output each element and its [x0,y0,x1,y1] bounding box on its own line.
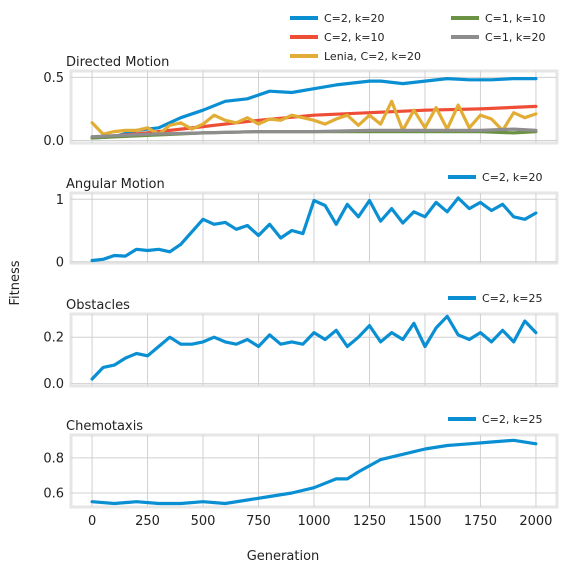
legend-label: C=2, k=10 [324,31,384,44]
panel-title: Angular Motion [66,177,165,192]
panel-title: Obstacles [66,298,130,313]
legend-label: C=1, k=10 [485,12,545,25]
y-tick-label: 0.6 [43,486,64,501]
panel-title: Directed Motion [66,55,169,70]
legend-label: C=2, k=20 [324,12,384,25]
x-tick-label: 500 [191,514,216,529]
x-tick-label: 250 [135,514,160,529]
x-tick-label: 2000 [519,514,552,529]
x-tick-label: 0 [88,514,96,529]
legend-label: C=2, k=25 [482,292,542,305]
x-tick-label: 1000 [297,514,330,529]
legend-label: C=2, k=20 [482,171,542,184]
y-axis-label: Fitness [8,260,23,305]
series-line-5 [90,127,538,139]
y-tick-label: 1 [56,193,64,208]
series-line-3 [90,99,538,136]
series-line-1 [90,76,538,140]
legend-label: C=2, k=25 [482,413,542,426]
y-tick-label: 0.2 [43,331,64,346]
y-tick-label: 0.8 [43,451,64,466]
x-tick-label: 1500 [408,514,441,529]
series-line-1 [90,438,538,506]
legend-label: Lenia, C=2, k=20 [324,50,421,63]
y-tick-label: 0.5 [43,71,64,86]
x-tick-label: 1250 [353,514,386,529]
legend-label: C=1, k=20 [485,31,545,44]
series-line-1 [90,196,538,263]
panel-3: 0.0 0.2 Obstacles C=2, k=25 [43,292,559,392]
y-tick-label: 0 [56,255,64,270]
x-axis-label: Generation [247,549,320,564]
panel-title: Chemotaxis [66,419,143,434]
panel-4: 0.6 0.8 Chemotaxis C=2, k=25 0 250 500 750 1000 1… [43,413,559,529]
x-tick-label: 1750 [464,514,497,529]
x-tick-label: 750 [246,514,271,529]
y-tick-label: 0.0 [43,134,64,149]
y-tick-label: 0.0 [43,377,64,392]
series-line-1 [90,314,538,381]
